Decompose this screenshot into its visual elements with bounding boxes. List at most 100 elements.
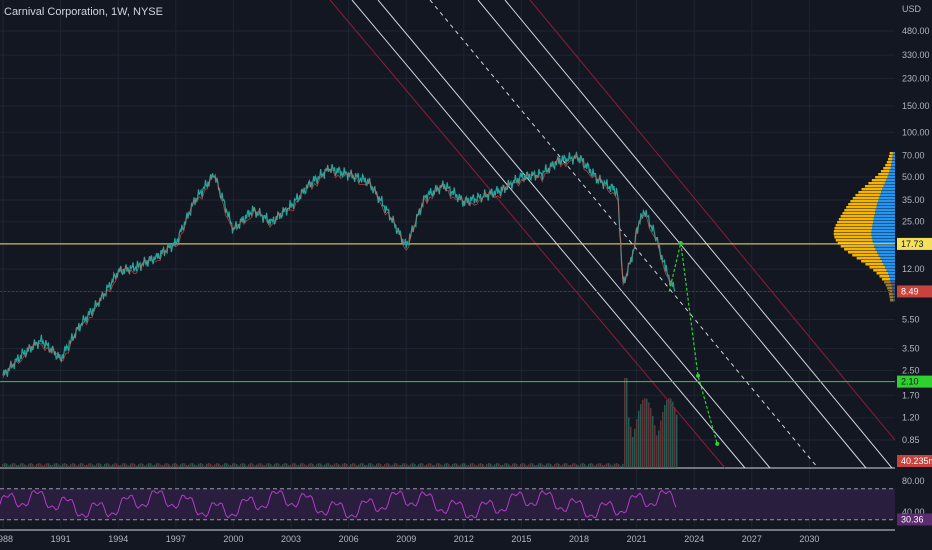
volume-profile-bar	[871, 236, 895, 239]
volume-profile-bar	[877, 203, 895, 206]
volume-bar	[258, 463, 260, 468]
volume-bar	[22, 463, 24, 468]
volume-bar	[256, 464, 258, 468]
volume-profile-bar	[835, 239, 873, 242]
volume-bar	[30, 463, 32, 468]
volume-bar	[548, 463, 550, 468]
volume-bar	[10, 464, 12, 468]
volume-bars	[2, 378, 678, 468]
volume-profile-bar	[833, 230, 872, 233]
volume-bar	[552, 465, 554, 468]
volume-bar	[458, 465, 460, 468]
volume-bar	[508, 464, 510, 468]
volume-bar	[204, 465, 206, 468]
volume-bar	[520, 463, 522, 468]
volume-bar	[132, 463, 134, 468]
volume-bar	[442, 465, 444, 468]
volume-bar	[200, 463, 202, 468]
volume-bar	[116, 463, 118, 468]
time-tick-label: 2009	[396, 534, 416, 544]
volume-bar	[576, 464, 578, 468]
volume-profile-bar	[874, 245, 895, 248]
volume-bar	[398, 464, 400, 468]
volume-bar	[378, 463, 380, 468]
volume-bar	[26, 465, 28, 468]
volume-profile-bar	[861, 260, 883, 263]
volume-bar	[632, 437, 634, 468]
volume-profile-bar	[883, 263, 895, 266]
volume-bar	[320, 463, 322, 468]
volume-bar	[608, 463, 610, 468]
volume-bar	[452, 463, 454, 468]
volume-bar	[360, 463, 362, 468]
rsi-band	[0, 488, 895, 520]
time-tick-label: 1994	[108, 534, 128, 544]
volume-bar	[254, 465, 256, 468]
volume-bar	[124, 463, 126, 468]
volume-bar	[58, 464, 60, 468]
volume-profile-bar	[846, 206, 877, 209]
horizontal-levels	[0, 243, 895, 383]
volume-bar	[408, 465, 410, 468]
volume-bar	[326, 463, 328, 468]
time-tick-label: 2003	[281, 534, 301, 544]
volume-bar	[390, 465, 392, 468]
volume-bar	[644, 398, 646, 468]
volume-bar	[94, 465, 96, 468]
volume-bar	[316, 464, 318, 468]
volume-bar	[630, 426, 632, 468]
volume-bar	[502, 464, 504, 468]
volume-bar	[28, 463, 30, 468]
volume-bar	[112, 464, 114, 468]
volume-profile-bar	[880, 170, 890, 173]
volume-bar	[428, 463, 430, 468]
volume-bar	[334, 463, 336, 468]
volume-bar	[384, 464, 386, 468]
volume-bar	[602, 465, 604, 468]
volume-bar	[454, 463, 456, 468]
volume-bar	[586, 465, 588, 468]
volume-bar	[210, 463, 212, 468]
volume-bar	[306, 465, 308, 468]
volume-profile-bar	[868, 182, 885, 185]
volume-bar	[294, 463, 296, 468]
volume-bar	[216, 463, 218, 468]
channel-line	[377, 0, 771, 469]
volume-profile-bar	[889, 152, 893, 155]
projection-arrow	[678, 240, 683, 245]
volume-bar	[32, 464, 34, 468]
volume-profile-bar	[876, 272, 888, 275]
volume-bar	[568, 465, 570, 468]
volume-bar	[318, 463, 320, 468]
volume-bar	[532, 463, 534, 468]
volume-bar	[278, 463, 280, 468]
volume-bar	[246, 465, 248, 468]
volume-bar	[134, 464, 136, 468]
volume-bar	[374, 465, 376, 468]
volume-bar	[66, 464, 68, 468]
volume-bar	[624, 378, 626, 468]
volume-profile-bar	[890, 167, 895, 170]
channel-line	[529, 0, 896, 441]
volume-bar	[468, 464, 470, 468]
time-tick-label: 2021	[627, 534, 647, 544]
volume-bar	[348, 465, 350, 468]
time-axis[interactable]: 1988 1991 1994 1997 2000 2003 2006 2009 2012 2015…	[0, 531, 932, 550]
price-axis[interactable]: USD 480.00 330.00 230.00 150.00 100.00 70.00 50…	[895, 0, 932, 550]
volume-bar	[358, 464, 360, 468]
volume-bar	[420, 463, 422, 468]
volume-bar	[598, 463, 600, 468]
level-tag: 2.10	[901, 377, 919, 387]
volume-bar	[68, 465, 70, 468]
volume-bar	[488, 463, 490, 468]
volume-bar	[70, 463, 72, 468]
volume-profile-bar	[876, 206, 895, 209]
volume-bar	[668, 398, 670, 468]
price-series	[2, 151, 676, 378]
volume-bar	[450, 465, 452, 468]
volume-profile-bar	[889, 296, 893, 299]
volume-bar	[164, 463, 166, 468]
volume-bar	[646, 398, 648, 468]
volume-bar	[52, 464, 54, 468]
